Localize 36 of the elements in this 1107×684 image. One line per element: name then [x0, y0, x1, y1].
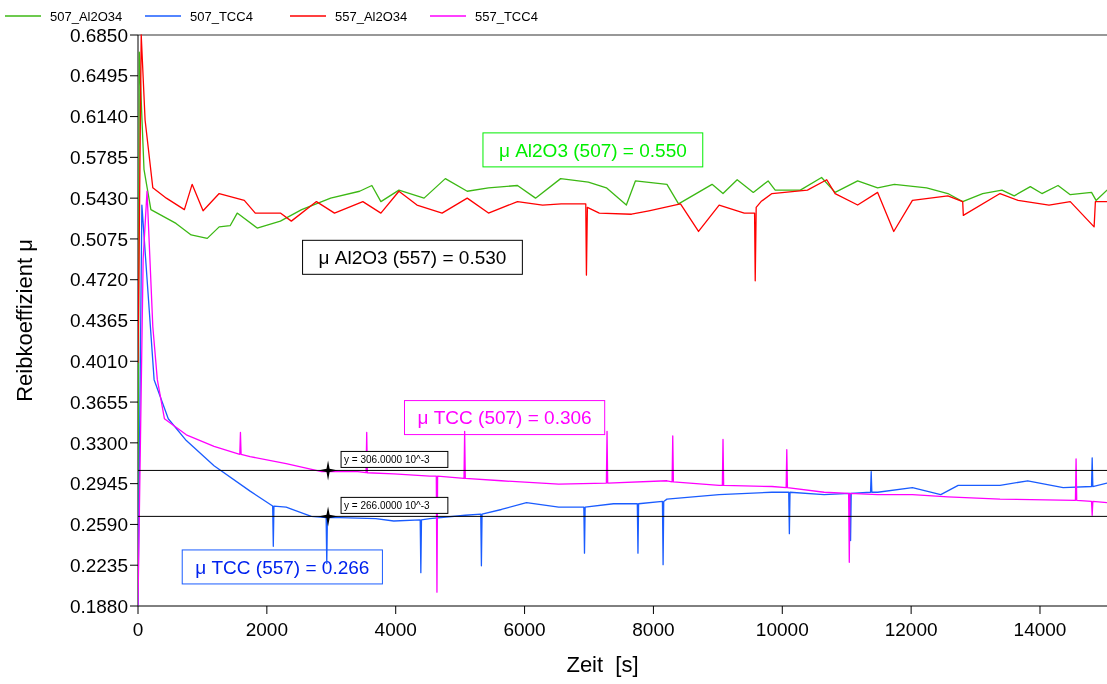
x-tick-label: 4000: [374, 619, 417, 640]
x-tick-label: 0: [132, 619, 144, 640]
y-tick-label: 0.5075: [69, 228, 128, 250]
y-tick-label: 0.4720: [69, 269, 128, 291]
y-tick-label: 0.5430: [69, 187, 128, 209]
legend-label: 507_Al2O34: [50, 8, 123, 24]
x-tick-label: 14000: [1013, 619, 1067, 640]
x-axis-title: Zeit [s]: [566, 652, 639, 677]
y-tick-label: 0.6140: [69, 106, 128, 128]
x-tick-label: 8000: [632, 619, 675, 640]
y-tick-label: 0.6850: [69, 24, 128, 46]
y-tick-label: 0.6495: [69, 65, 128, 87]
x-tick-label: 6000: [503, 619, 546, 640]
y-tick-label: 0.3655: [69, 391, 128, 413]
y-tick-label: 0.1880: [69, 595, 128, 617]
line-series: [138, 34, 1107, 364]
y-tick-label: 0.4010: [69, 350, 128, 372]
annotation: μ Al2O3 (557) = 0.530: [318, 246, 507, 268]
ref-line-label: y = 306.0000 10^-3: [344, 454, 431, 466]
legend-label: 507_TCC4: [190, 8, 253, 24]
y-tick-label: 0.4365: [69, 310, 128, 332]
x-tick-label: 12000: [884, 619, 938, 640]
x-tick-label: 10000: [755, 619, 809, 640]
y-tick-label: 0.2590: [69, 514, 128, 536]
y-tick-label: 0.3300: [69, 432, 128, 454]
legend-label: 557_TCC4: [475, 8, 538, 24]
annotation: μ TCC (557) = 0.266: [195, 556, 370, 578]
x-tick-label: 2000: [245, 619, 288, 640]
annotation: μ Al2O3 (507) = 0.550: [498, 139, 687, 161]
y-tick-label: 0.5785: [69, 147, 128, 169]
y-tick-label: 0.2235: [69, 554, 128, 576]
legend-label: 557_Al2O34: [335, 8, 408, 24]
y-tick-label: 0.2945: [69, 473, 128, 495]
annotation: μ TCC (507) = 0.306: [417, 407, 592, 429]
y-axis-title: Reibkoeffizient μ: [12, 239, 37, 402]
ref-line-label: y = 266.0000 10^-3: [344, 500, 431, 512]
